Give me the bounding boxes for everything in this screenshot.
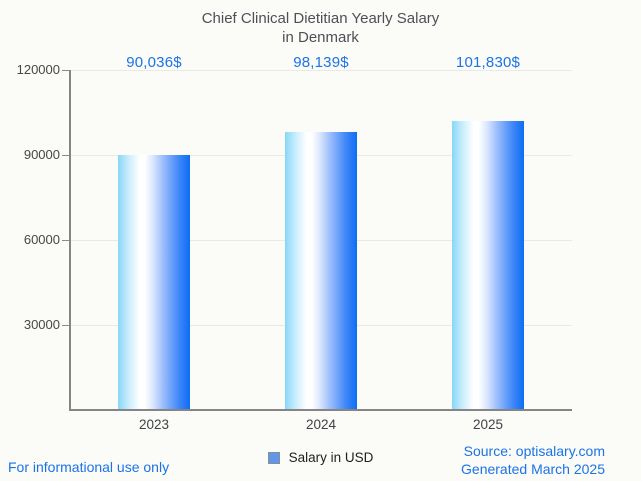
x-tick-label-2025: 2025 <box>472 417 504 432</box>
value-label-2024: 98,139$ <box>293 54 349 71</box>
chart-title-line1: Chief Clinical Dietitian Yearly Salary <box>201 10 440 27</box>
source-link[interactable]: Source: optisalary.com <box>463 443 605 459</box>
x-tick-label-2023: 2023 <box>138 417 170 432</box>
x-axis-line <box>69 409 572 411</box>
source-block: Source: optisalary.com Generated March 2… <box>461 442 605 478</box>
disclaimer-text: For informational use only <box>8 459 170 475</box>
y-tick-label-30000: 30000 <box>23 317 60 332</box>
bar-2025[interactable] <box>452 121 524 410</box>
y-tick-60000 <box>62 240 70 241</box>
bar-2023[interactable] <box>118 155 190 410</box>
y-tick-label-60000: 60000 <box>23 232 60 247</box>
chart-title: Chief Clinical Dietitian Yearly Salary i… <box>0 9 641 47</box>
chart-title-line2: in Denmark <box>282 29 359 46</box>
y-tick-120000 <box>62 70 70 71</box>
value-label-2023: 90,036$ <box>126 54 182 71</box>
y-axis-line <box>69 70 71 411</box>
bar-2024[interactable] <box>285 132 357 410</box>
x-tick-label-2024: 2024 <box>305 417 337 432</box>
y-tick-90000 <box>62 155 70 156</box>
gridline-120000 <box>70 70 572 71</box>
legend-marker-icon <box>267 451 280 464</box>
legend-label: Salary in USD <box>288 450 374 465</box>
legend[interactable]: Salary in USD <box>0 450 641 465</box>
y-tick-30000 <box>62 325 70 326</box>
y-tick-label-90000: 90000 <box>23 147 60 162</box>
generated-date: Generated March 2025 <box>461 461 605 477</box>
y-tick-label-120000: 120000 <box>16 62 60 77</box>
value-label-2025: 101,830$ <box>455 54 521 71</box>
